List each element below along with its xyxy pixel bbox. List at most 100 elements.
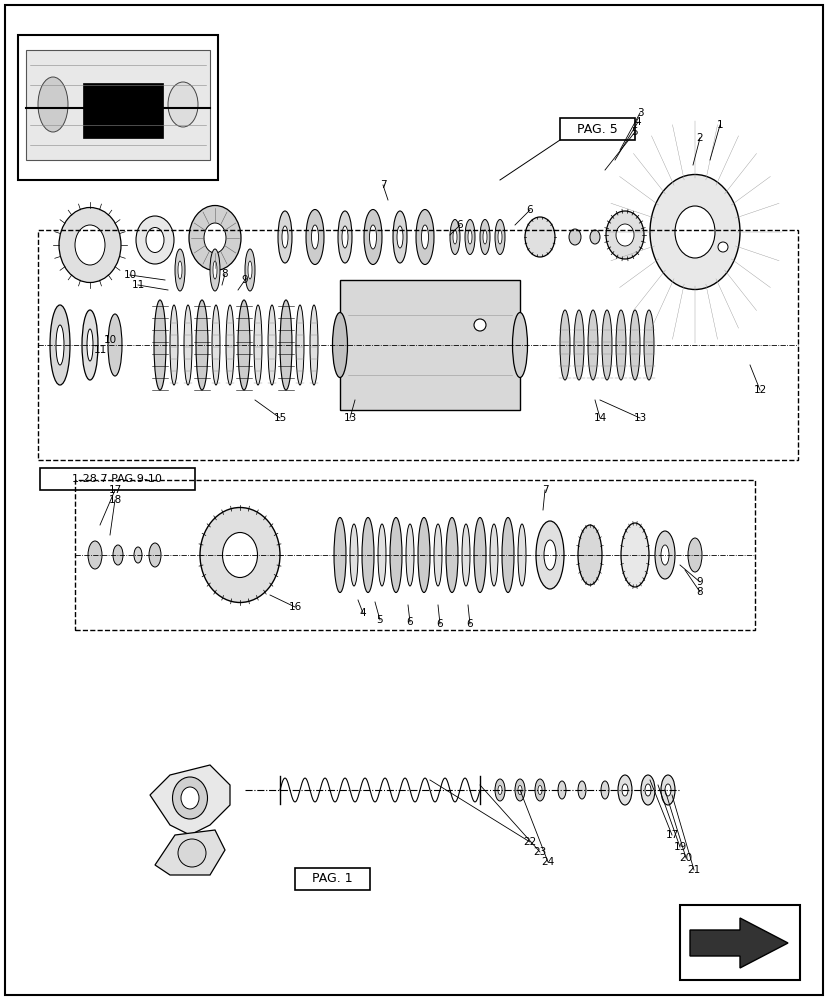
Ellipse shape	[87, 329, 93, 361]
Ellipse shape	[461, 524, 470, 586]
Ellipse shape	[361, 518, 374, 592]
Text: 1.28.7 PAG.9-10: 1.28.7 PAG.9-10	[72, 474, 162, 484]
Text: 11: 11	[93, 345, 107, 355]
Ellipse shape	[184, 305, 192, 385]
Ellipse shape	[337, 211, 351, 263]
Ellipse shape	[615, 224, 633, 246]
Ellipse shape	[501, 518, 514, 592]
Ellipse shape	[568, 229, 581, 245]
Ellipse shape	[660, 545, 668, 565]
Text: 11: 11	[131, 280, 145, 290]
Ellipse shape	[108, 314, 122, 376]
Ellipse shape	[306, 210, 323, 264]
Ellipse shape	[196, 300, 208, 390]
Text: 5: 5	[376, 615, 383, 625]
Ellipse shape	[146, 228, 164, 252]
Ellipse shape	[405, 524, 414, 586]
Ellipse shape	[482, 230, 486, 244]
Text: 5: 5	[631, 127, 638, 137]
Ellipse shape	[280, 300, 292, 390]
Text: 6: 6	[526, 205, 533, 215]
Text: 16: 16	[288, 602, 301, 612]
Ellipse shape	[617, 775, 631, 805]
Ellipse shape	[664, 784, 670, 796]
Text: 8: 8	[222, 269, 228, 279]
Ellipse shape	[364, 210, 381, 264]
Ellipse shape	[393, 211, 407, 263]
Text: 10: 10	[123, 270, 136, 280]
Ellipse shape	[200, 508, 280, 602]
Ellipse shape	[268, 305, 275, 385]
Ellipse shape	[660, 775, 674, 805]
Text: PAG. 5: PAG. 5	[576, 123, 617, 136]
Ellipse shape	[178, 261, 182, 279]
Ellipse shape	[254, 305, 261, 385]
Text: 7: 7	[380, 180, 386, 190]
Bar	[559, 118, 634, 140]
Ellipse shape	[421, 225, 428, 249]
Bar	[679, 905, 799, 980]
Text: 6: 6	[406, 617, 413, 627]
Text: 19: 19	[672, 842, 686, 852]
Ellipse shape	[170, 305, 178, 385]
Ellipse shape	[174, 249, 184, 291]
Ellipse shape	[38, 77, 68, 132]
Ellipse shape	[59, 208, 121, 282]
Ellipse shape	[559, 310, 569, 380]
Ellipse shape	[203, 223, 226, 253]
Ellipse shape	[538, 786, 542, 794]
Text: 4: 4	[634, 117, 641, 127]
Ellipse shape	[56, 325, 64, 365]
Ellipse shape	[480, 220, 490, 254]
Ellipse shape	[181, 787, 198, 809]
Text: 12: 12	[753, 385, 766, 395]
Ellipse shape	[282, 226, 288, 248]
Ellipse shape	[50, 305, 70, 385]
Ellipse shape	[473, 518, 485, 592]
Ellipse shape	[615, 310, 625, 380]
Ellipse shape	[573, 310, 583, 380]
Polygon shape	[150, 765, 230, 835]
Text: 24: 24	[541, 857, 554, 867]
Circle shape	[717, 242, 727, 252]
Text: 10: 10	[103, 335, 117, 345]
Bar	[294, 868, 370, 890]
Text: 20: 20	[679, 853, 691, 863]
Ellipse shape	[587, 310, 597, 380]
Ellipse shape	[172, 777, 208, 819]
Ellipse shape	[369, 225, 376, 249]
Ellipse shape	[154, 300, 165, 390]
Text: 3: 3	[636, 108, 643, 118]
Ellipse shape	[82, 310, 98, 380]
Bar	[18, 35, 218, 180]
Ellipse shape	[149, 543, 160, 567]
Ellipse shape	[629, 310, 639, 380]
Ellipse shape	[518, 786, 521, 794]
Text: 21: 21	[686, 865, 700, 875]
Ellipse shape	[189, 206, 241, 270]
Ellipse shape	[309, 305, 318, 385]
Ellipse shape	[390, 518, 402, 592]
Polygon shape	[155, 830, 225, 875]
Ellipse shape	[577, 525, 601, 585]
Text: 17: 17	[665, 830, 678, 840]
Ellipse shape	[601, 310, 611, 380]
Ellipse shape	[644, 784, 650, 796]
Ellipse shape	[620, 523, 648, 587]
Bar	[83, 83, 163, 138]
Ellipse shape	[643, 310, 653, 380]
Ellipse shape	[674, 206, 715, 258]
Ellipse shape	[535, 521, 563, 589]
Ellipse shape	[75, 225, 105, 265]
Text: 1: 1	[716, 120, 723, 130]
Bar	[40, 468, 195, 490]
Ellipse shape	[332, 312, 347, 377]
Ellipse shape	[168, 82, 198, 127]
Text: 9: 9	[241, 275, 248, 285]
Polygon shape	[689, 918, 787, 968]
Ellipse shape	[212, 305, 220, 385]
Bar	[75, 480, 754, 630]
Ellipse shape	[415, 210, 433, 264]
Text: 6: 6	[436, 619, 442, 629]
Bar	[26, 50, 210, 160]
